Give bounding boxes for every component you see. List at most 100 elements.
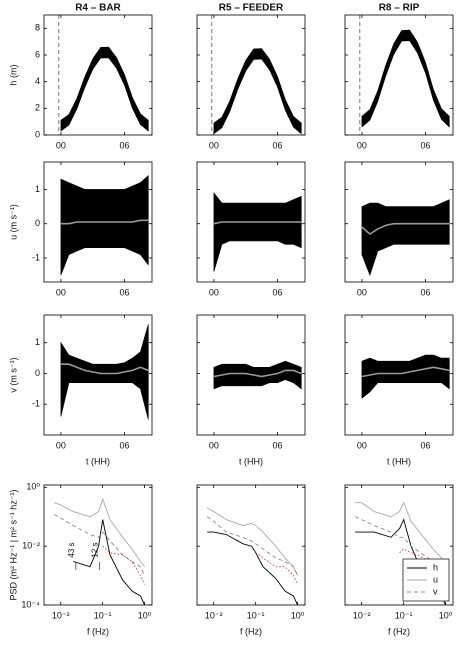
spectrum-line — [102, 545, 146, 585]
panel: t (HH) 00 06 — [196, 314, 306, 466]
y-tick-label: 0 — [35, 129, 40, 139]
x-tick-label: 06 — [119, 287, 129, 297]
panel: f (Hz) 10⁻² 10⁻¹ 10⁰ — [196, 484, 306, 636]
y-tick-label: -1 — [32, 399, 40, 409]
signal-envelope — [213, 48, 302, 135]
panel-frame — [196, 161, 306, 283]
panel-frame — [43, 14, 153, 136]
annotation: 12 s — [90, 542, 99, 557]
panel-frame — [344, 14, 454, 136]
mean-line — [361, 366, 450, 378]
x-tick-label: 10⁻² — [353, 610, 371, 620]
y-tick-label: 4 — [35, 76, 40, 86]
mean-line — [361, 222, 450, 235]
x-tick-label: 10⁰ — [291, 610, 305, 620]
spectrum-line — [53, 514, 146, 576]
spectrum-line — [206, 507, 299, 576]
panel-title: R5 – FEEDER — [219, 3, 284, 14]
panel-frame — [344, 161, 454, 283]
x-tick-label: 10⁻¹ — [247, 610, 265, 620]
y-axis-label: v (m s⁻¹) — [8, 357, 18, 392]
x-tick-label: 00 — [56, 287, 66, 297]
x-tick-label: 06 — [119, 440, 129, 450]
signal-envelope — [60, 324, 149, 420]
panel-frame — [196, 14, 306, 136]
plot-area — [361, 354, 450, 399]
panel: 00 06 — [344, 161, 454, 297]
signal-envelope — [60, 46, 149, 132]
panel-frame — [196, 314, 306, 436]
x-tick-label: 00 — [209, 140, 219, 150]
x-tick-label: 10⁻² — [52, 610, 70, 620]
panel: R5 – FEEDER 00 06 — [196, 3, 306, 150]
x-tick-label: 10⁰ — [138, 610, 152, 620]
x-tick-label: 00 — [209, 287, 219, 297]
x-tick-label: 00 — [357, 440, 367, 450]
spectrum-line — [73, 519, 146, 605]
plot-area — [58, 15, 149, 135]
x-axis-label: t (HH) — [387, 456, 411, 466]
plot-area — [60, 324, 149, 420]
y-tick-label: 0 — [35, 218, 40, 228]
x-tick-label: 00 — [56, 440, 66, 450]
y-tick-label: 2 — [35, 103, 40, 113]
y-tick-label: 10⁻² — [22, 541, 40, 551]
signal-envelope — [60, 175, 149, 276]
x-tick-label: 06 — [272, 440, 282, 450]
legend-label: v — [433, 586, 438, 596]
panel: R8 – RIP 00 06 — [344, 3, 454, 150]
y-tick-label: 10⁻⁴ — [21, 599, 40, 609]
panel-title: R4 – BAR — [75, 3, 121, 14]
x-tick-label: 10⁻¹ — [395, 610, 413, 620]
mean-line — [213, 369, 302, 378]
y-tick-label: 10⁰ — [26, 482, 40, 492]
plot-area — [213, 360, 302, 390]
x-tick-label: 10⁻² — [205, 610, 223, 620]
legend-label: h — [433, 562, 438, 572]
y-axis-label: u (m s⁻¹) — [8, 204, 18, 240]
mean-line — [213, 221, 302, 225]
x-tick-label: 06 — [272, 140, 282, 150]
legend-label: u — [433, 574, 438, 584]
y-axis-label: PSD (m² Hz⁻¹ | m² s⁻¹ hz⁻¹) — [8, 489, 18, 600]
panel: R4 – BAR h (m) 00 06 0 2 4 6 8 — [8, 3, 153, 150]
panel-frame — [43, 484, 153, 606]
plot-area — [213, 192, 302, 272]
panel: u (m s⁻¹) 00 06 -1 0 1 — [8, 161, 153, 297]
mean-line — [60, 363, 149, 375]
x-axis-label: f (Hz) — [388, 626, 410, 636]
x-tick-label: 00 — [56, 140, 66, 150]
panel: f (Hz) 10⁻² 10⁻¹ 10⁰ huv — [344, 484, 454, 636]
y-axis-label: h (m) — [8, 65, 18, 86]
spectrum-line — [207, 531, 299, 605]
signal-envelope — [213, 192, 302, 272]
annotation: 43 s — [67, 542, 76, 557]
plot-area — [206, 507, 299, 605]
signal-envelope — [361, 354, 450, 399]
panel-frame — [344, 484, 454, 606]
x-tick-label: 06 — [420, 440, 430, 450]
plot-area — [211, 15, 302, 135]
x-tick-label: 06 — [420, 287, 430, 297]
signal-envelope — [361, 29, 450, 128]
panel-frame — [196, 484, 306, 606]
panel: PSD (m² Hz⁻¹ | m² s⁻¹ hz⁻¹) f (Hz) 10⁻² 10⁻… — [8, 482, 153, 636]
spectrum-line — [206, 516, 299, 576]
x-tick-label: 06 — [119, 140, 129, 150]
y-tick-label: -1 — [32, 252, 40, 262]
plot-area — [361, 199, 450, 276]
x-axis-label: t (HH) — [239, 456, 263, 466]
x-tick-label: 06 — [272, 287, 282, 297]
x-tick-label: 06 — [420, 140, 430, 150]
y-tick-label: 8 — [35, 23, 40, 33]
plot-area — [60, 175, 149, 276]
x-axis-label: f (Hz) — [87, 626, 109, 636]
x-tick-label: 10⁰ — [439, 610, 453, 620]
x-tick-label: 00 — [209, 440, 219, 450]
x-axis-label: t (HH) — [86, 456, 110, 466]
x-tick-label: 00 — [357, 140, 367, 150]
spectrum-line — [255, 552, 299, 585]
panel-title: R8 – RIP — [379, 3, 420, 14]
y-tick-label: 0 — [35, 368, 40, 378]
